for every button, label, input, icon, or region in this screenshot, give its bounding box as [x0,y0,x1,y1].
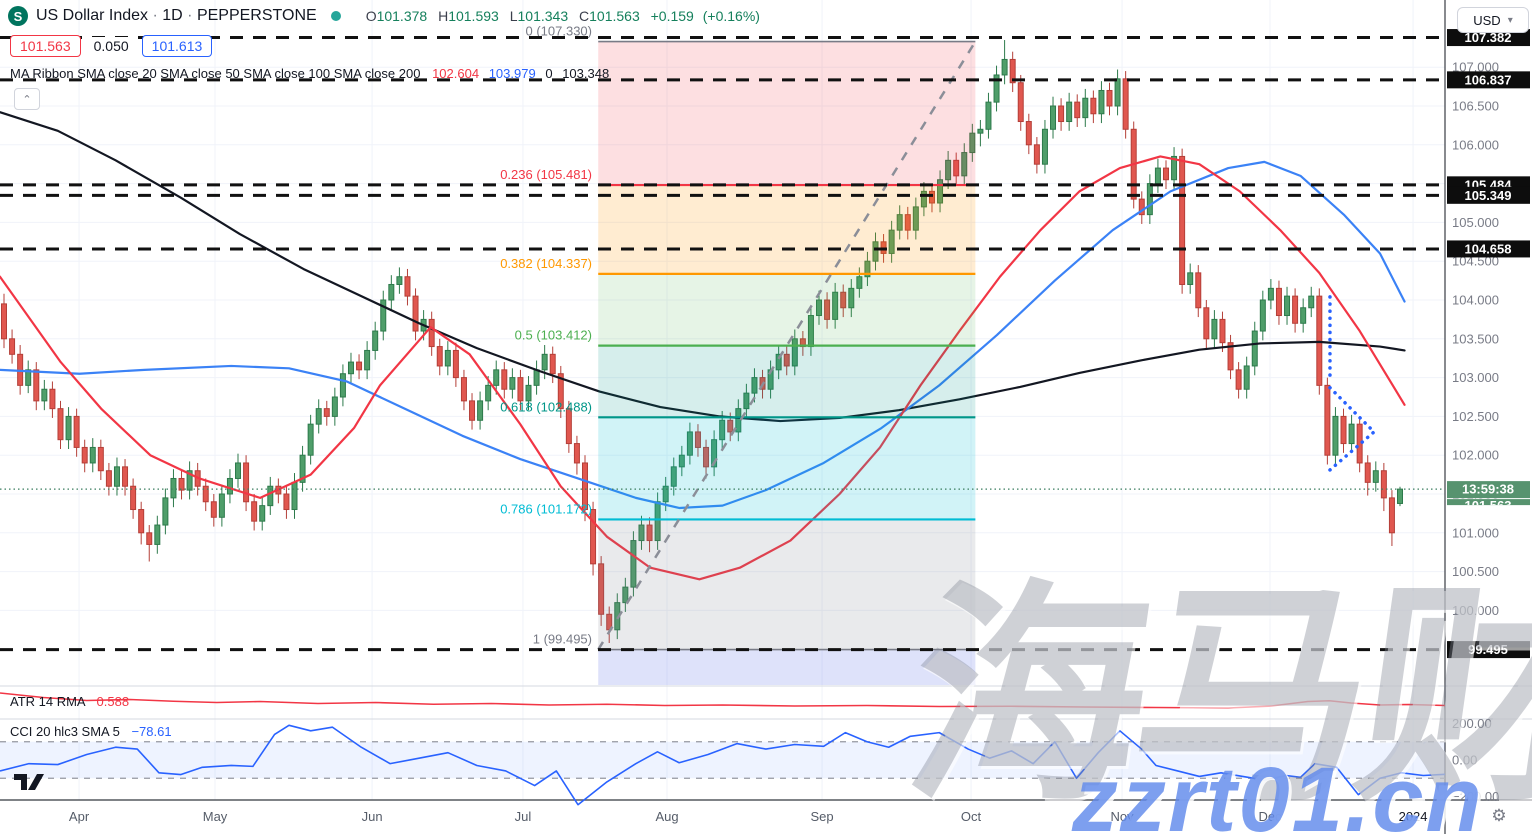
collapse-legend-button[interactable]: ⌃ [14,88,40,110]
spread-value: 0.050 [90,37,132,55]
gear-icon: ⚙ [1491,806,1507,825]
svg-text:0.382 (104.337): 0.382 (104.337) [500,256,592,271]
svg-text:101.000: 101.000 [1452,525,1499,540]
svg-text:−200.00: −200.00 [1452,789,1499,804]
cci-value: −78.61 [131,724,172,739]
low-label: L [509,8,518,24]
svg-text:105.000: 105.000 [1452,215,1499,230]
svg-text:104.000: 104.000 [1452,293,1499,308]
svg-text:Jul: Jul [515,809,532,824]
ma-ribbon-title: MA Ribbon SMA close 20 SMA close 50 SMA … [10,66,421,81]
svg-text:1 (99.495): 1 (99.495) [533,632,592,647]
ma-value-hidden: 0 [545,66,553,81]
market-status-icon [330,11,341,21]
svg-text:2024: 2024 [1399,809,1428,824]
chevron-down-icon: ▾ [1507,14,1513,26]
ohlc-values: O101.378 H101.593 L101.343 C101.563 +0.1… [359,8,760,24]
sell-price-button[interactable]: 101.563 [10,35,81,57]
svg-text:106.500: 106.500 [1452,99,1499,114]
tradingview-logo-icon [14,774,44,790]
atr-value: 0.588 [96,694,130,709]
svg-text:107.382: 107.382 [1465,30,1512,45]
svg-text:May: May [203,809,228,824]
currency-label: USD [1473,12,1501,28]
svg-text:200.00: 200.00 [1452,716,1492,731]
svg-text:Nov: Nov [1110,809,1134,824]
svg-text:102.000: 102.000 [1452,448,1499,463]
time-axis[interactable] [0,800,1532,834]
ma-value-black: 103.348 [562,66,610,81]
svg-text:100.500: 100.500 [1452,564,1499,579]
symbol-name: US Dollar Index [36,7,149,24]
close-label: C [579,8,590,24]
svg-text:105.349: 105.349 [1465,188,1512,203]
high-label: H [438,8,449,24]
low-value: 101.343 [517,8,569,24]
svg-text:0 (107.330): 0 (107.330) [526,24,593,39]
cci-title: CCI 20 hlc3 SMA 5 [10,724,120,739]
cci-legend[interactable]: CCI 20 hlc3 SMA 5 −78.61 [10,724,172,739]
svg-text:107.000: 107.000 [1452,60,1499,75]
svg-text:Oct: Oct [961,809,982,824]
svg-text:106.837: 106.837 [1465,72,1512,87]
svg-text:Sep: Sep [810,809,833,824]
symbol-legend[interactable]: S US Dollar Index · 1D · PEPPERSTONE O10… [8,6,760,26]
svg-text:100.000: 100.000 [1452,603,1499,618]
svg-text:106.000: 106.000 [1452,137,1499,152]
svg-text:Aug: Aug [655,809,678,824]
buy-price-button[interactable]: 101.613 [141,35,213,57]
open-value: 101.378 [376,8,428,24]
svg-text:0.5 (103.412): 0.5 (103.412) [515,328,592,343]
svg-text:102.500: 102.500 [1452,409,1499,424]
change-value: +0.159 [650,8,694,24]
high-value: 101.593 [448,8,499,24]
svg-text:99.495: 99.495 [1468,642,1508,657]
open-label: O [365,8,377,24]
trade-panel: 101.563 0.050 101.613 [10,35,213,57]
svg-text:104.500: 104.500 [1452,254,1499,269]
symbol-title: US Dollar Index · 1D · PEPPERSTONE [36,7,317,24]
close-value: 101.563 [589,8,640,24]
svg-text:0.00: 0.00 [1452,753,1477,768]
provider-label: PEPPERSTONE [196,7,317,24]
ma-value-red: 102.604 [432,66,480,81]
svg-text:0.236 (105.481): 0.236 (105.481) [500,167,592,182]
timeframe-label: 1D [162,7,183,24]
ma-ribbon-legend[interactable]: MA Ribbon SMA close 20 SMA close 50 SMA … [10,66,609,81]
svg-text:103.000: 103.000 [1452,370,1499,385]
svg-text:Jun: Jun [362,809,383,824]
svg-text:104.658: 104.658 [1465,241,1512,256]
atr-legend[interactable]: ATR 14 RMA 0.588 [10,694,129,709]
price-axis[interactable] [1445,0,1532,800]
ma-value-blue: 103.979 [488,66,536,81]
svg-text:0.786 (101.172): 0.786 (101.172) [500,501,592,516]
svg-text:0.618 (102.488): 0.618 (102.488) [500,399,592,414]
svg-text:Dec: Dec [1258,809,1282,824]
svg-text:103.500: 103.500 [1452,331,1499,346]
svg-text:101.563: 101.563 [1465,498,1512,513]
currency-selector[interactable]: USD ▾ [1457,7,1529,33]
axis-settings-button[interactable]: ⚙ [1486,804,1512,828]
atr-title: ATR 14 RMA [10,694,85,709]
symbol-logo-icon: S [8,6,28,26]
svg-text:Apr: Apr [69,809,90,824]
chevron-up-icon: ⌃ [22,93,32,106]
change-percent: (+0.16%) [702,8,760,24]
svg-text:13:59:38: 13:59:38 [1462,482,1514,497]
